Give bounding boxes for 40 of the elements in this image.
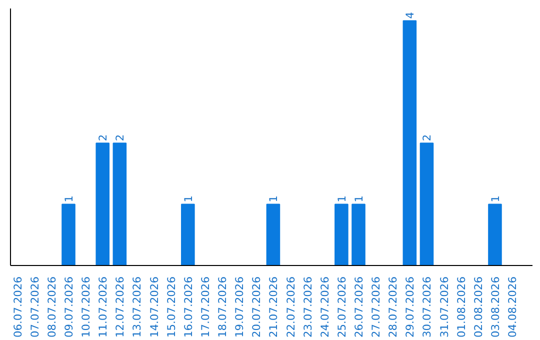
x-tick-label: 12.07.2026 xyxy=(114,276,127,338)
x-tick-label: 13.07.2026 xyxy=(130,276,144,338)
data-label: 1 xyxy=(182,196,195,202)
x-tick-label: 26.07.2026 xyxy=(352,276,366,338)
data-label: 1 xyxy=(62,196,76,202)
x-tick-label: 11.07.2026 xyxy=(96,276,110,338)
x-tick-label: 22.07.2026 xyxy=(284,276,298,338)
x-tick-label: 07.07.2026 xyxy=(28,276,42,338)
x-tick-label: 17.07.2026 xyxy=(198,276,212,338)
x-tick-label: 03.08.2026 xyxy=(488,276,502,338)
x-tick-label: 20.07.2026 xyxy=(250,276,264,338)
x-tick-label: 02.08.2026 xyxy=(472,276,485,338)
x-tick-label: 18.07.2026 xyxy=(216,276,230,338)
x-tick-label: 09.07.2026 xyxy=(62,276,76,338)
x-tick-label: 27.07.2026 xyxy=(370,276,383,338)
x-tick-label: 21.07.2026 xyxy=(267,276,280,338)
data-label: 2 xyxy=(420,134,434,142)
data-label: 2 xyxy=(114,134,127,142)
x-tick-label: 19.07.2026 xyxy=(233,276,246,338)
x-tick-label: 30.07.2026 xyxy=(420,276,434,338)
x-tick-label: 23.07.2026 xyxy=(301,276,314,338)
x-tick-label: 04.08.2026 xyxy=(506,276,520,338)
data-label: 2 xyxy=(96,134,110,142)
x-tick-label: 28.07.2026 xyxy=(386,276,400,338)
x-tick-label: 31.07.2026 xyxy=(438,276,451,338)
x-tick-label: 01.08.2026 xyxy=(454,276,468,338)
x-tick-label: 29.07.2026 xyxy=(404,276,417,338)
x-tick-label: 15.07.2026 xyxy=(164,276,178,338)
x-tick-label: 16.07.2026 xyxy=(182,276,195,338)
data-label: 1 xyxy=(352,196,366,202)
x-tick-label: 14.07.2026 xyxy=(148,276,161,338)
x-tick-label: 08.07.2026 xyxy=(45,276,58,338)
data-label: 1 xyxy=(488,196,502,202)
data-label: 4 xyxy=(404,12,417,19)
x-tick-label: 10.07.2026 xyxy=(80,276,93,338)
data-label: 1 xyxy=(335,196,348,202)
x-tick-label: 24.07.2026 xyxy=(318,276,332,338)
x-tick-label: 25.07.2026 xyxy=(335,276,348,338)
x-tick-label: 06.07.2026 xyxy=(11,276,24,338)
data-label: 1 xyxy=(267,196,280,202)
